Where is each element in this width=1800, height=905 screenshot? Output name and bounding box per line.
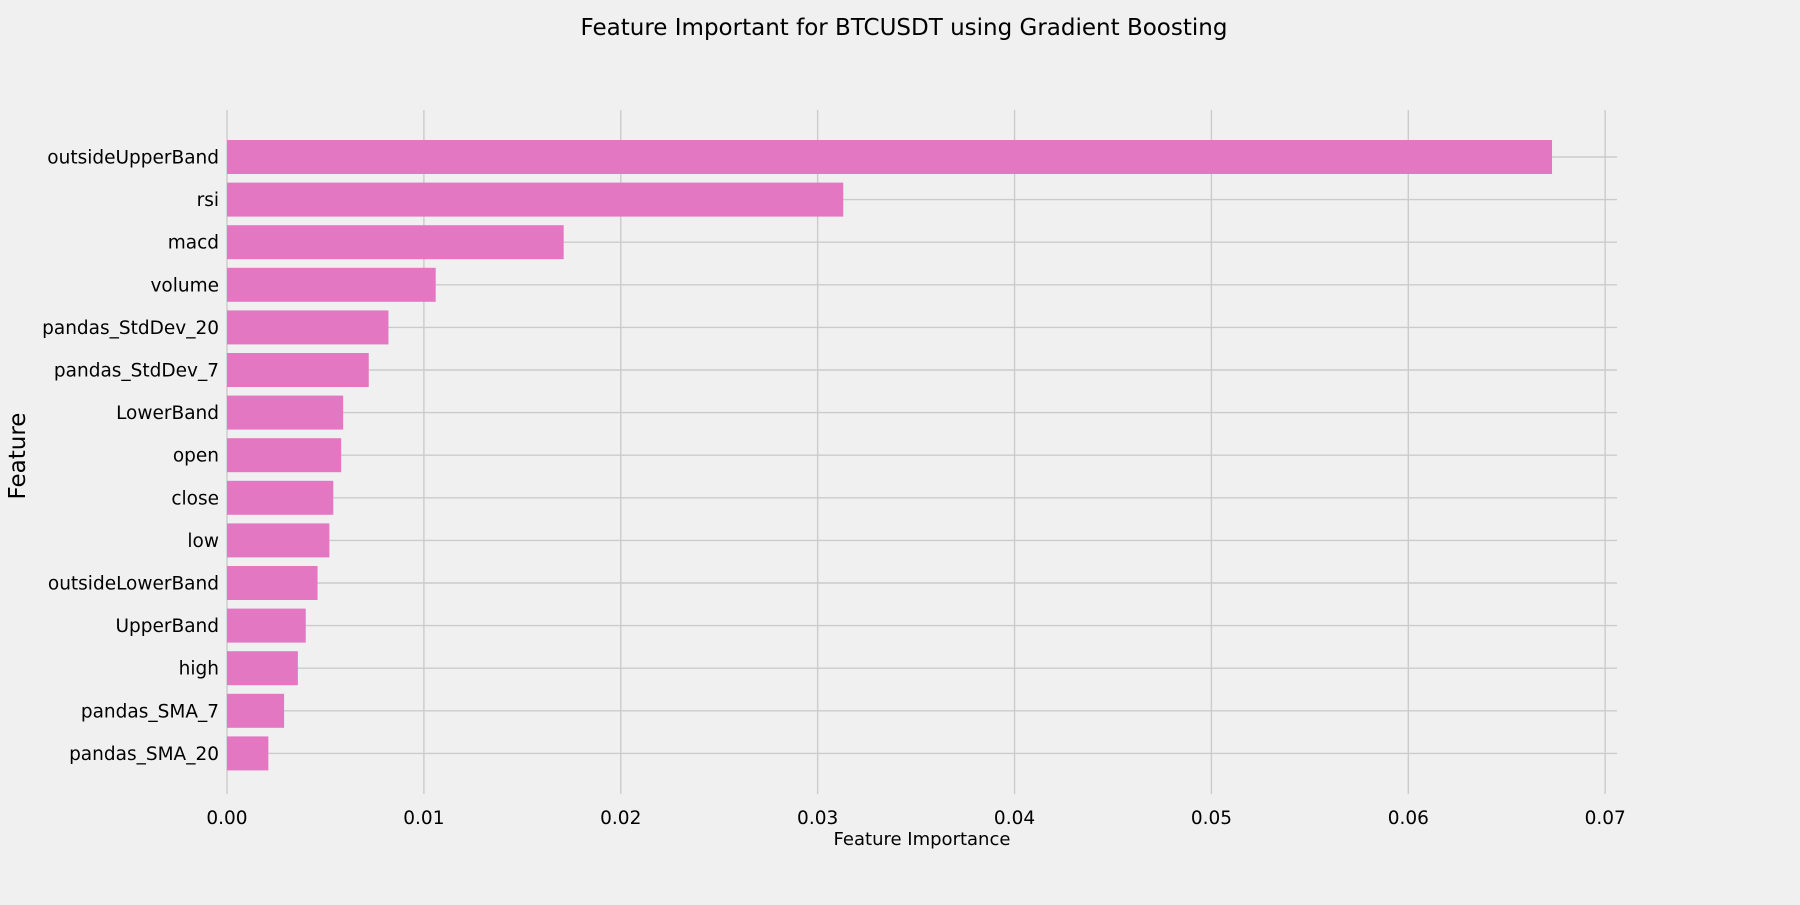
x-tick-label: 0.06 (1388, 808, 1429, 829)
bar (227, 353, 369, 387)
bar (227, 395, 344, 430)
bar (227, 651, 298, 686)
y-tick-label: outsideUpperBand (47, 148, 219, 169)
y-tick-label: UpperBand (115, 616, 219, 637)
y-tick-label: high (179, 659, 219, 680)
x-tick-label: 0.07 (1585, 808, 1626, 829)
bar (227, 310, 389, 345)
y-tick-label: LowerBand (116, 403, 219, 424)
y-tick-label: low (187, 531, 219, 552)
bar-layer (227, 140, 1553, 771)
bar (227, 225, 564, 260)
chart-title: Feature Important for BTCUSDT using Grad… (581, 15, 1228, 41)
bar (227, 140, 1553, 174)
x-axis-label: Feature Importance (834, 829, 1011, 850)
bar (227, 523, 330, 558)
y-tick-label: outsideLowerBand (48, 574, 219, 595)
y-tick-label: pandas_SMA_20 (69, 744, 219, 765)
bar (227, 480, 334, 515)
bar (227, 438, 342, 473)
y-tick-label: pandas_SMA_7 (81, 701, 219, 722)
x-tick-label: 0.03 (797, 808, 838, 829)
x-tick-label: 0.04 (994, 808, 1035, 829)
bar (227, 566, 318, 600)
y-axis-label: Feature (5, 413, 31, 500)
bar (227, 693, 285, 728)
y-tick-label: rsi (197, 190, 219, 211)
bar (227, 182, 844, 217)
y-tick-label: close (171, 488, 219, 509)
x-tick-label: 0.01 (403, 808, 444, 829)
x-tick-label: 0.05 (1191, 808, 1232, 829)
x-tick-label: 0.02 (600, 808, 641, 829)
bar (227, 608, 306, 643)
x-tick-label: 0.00 (206, 808, 247, 829)
y-tick-label: volume (150, 275, 219, 296)
y-tick-labels: outsideUpperBand rsi macd volume pandas_StdD… (42, 148, 219, 765)
bar (227, 267, 436, 302)
y-tick-label: open (173, 446, 219, 467)
y-tick-label: macd (168, 233, 219, 254)
x-tick-labels: 0.00 0.01 0.02 0.03 0.04 0.05 0.06 0.07 (206, 808, 1625, 829)
y-tick-label: pandas_StdDev_20 (42, 318, 219, 339)
y-tick-label: pandas_StdDev_7 (54, 361, 219, 382)
bar (227, 736, 269, 771)
